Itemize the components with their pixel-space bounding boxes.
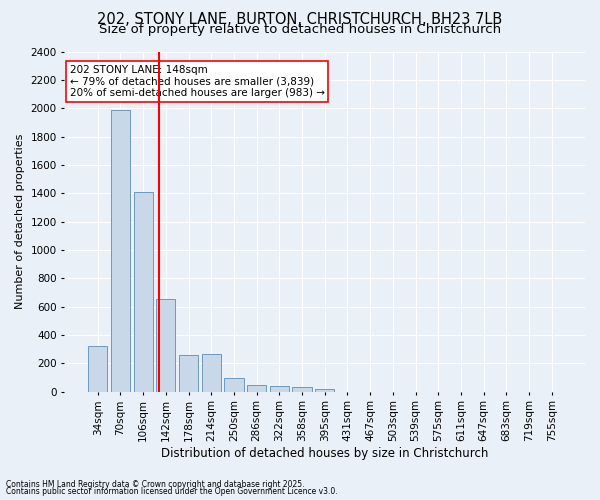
Text: 202 STONY LANE: 148sqm
← 79% of detached houses are smaller (3,839)
20% of semi-: 202 STONY LANE: 148sqm ← 79% of detached…	[70, 65, 325, 98]
Y-axis label: Number of detached properties: Number of detached properties	[15, 134, 25, 310]
Bar	[88, 346, 107, 392]
Bar	[179, 355, 198, 392]
Bar	[224, 378, 244, 392]
Bar	[111, 110, 130, 392]
Bar	[156, 299, 175, 392]
Text: 202, STONY LANE, BURTON, CHRISTCHURCH, BH23 7LB: 202, STONY LANE, BURTON, CHRISTCHURCH, B…	[97, 12, 503, 28]
Bar	[134, 192, 153, 392]
Bar	[292, 386, 311, 392]
Bar	[269, 386, 289, 392]
Bar	[247, 386, 266, 392]
Text: Size of property relative to detached houses in Christchurch: Size of property relative to detached ho…	[99, 22, 501, 36]
Text: Contains public sector information licensed under the Open Government Licence v3: Contains public sector information licen…	[6, 487, 338, 496]
Text: Contains HM Land Registry data © Crown copyright and database right 2025.: Contains HM Land Registry data © Crown c…	[6, 480, 305, 489]
X-axis label: Distribution of detached houses by size in Christchurch: Distribution of detached houses by size …	[161, 447, 488, 460]
Bar	[315, 389, 334, 392]
Bar	[202, 354, 221, 392]
